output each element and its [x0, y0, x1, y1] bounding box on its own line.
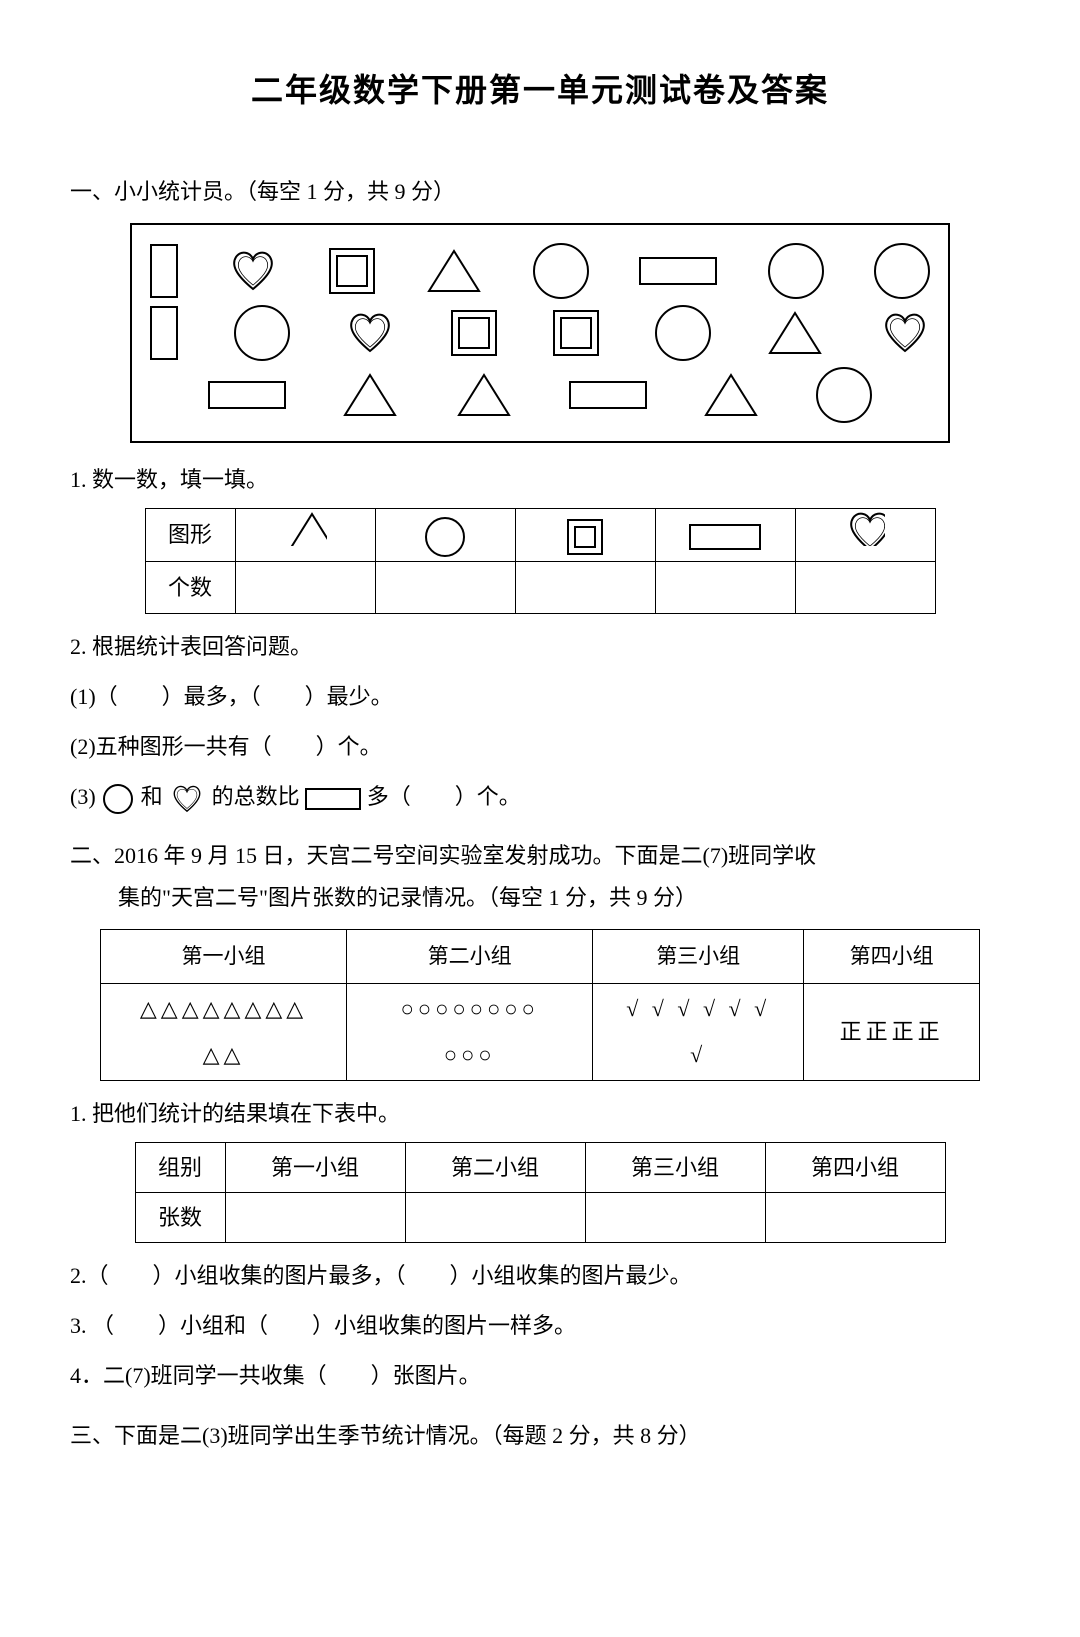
tally-table: 第一小组 第二小组 第三小组 第四小组 △△△△△△△△△△ ○○○○○○○○○… — [100, 929, 980, 1081]
section-3-heading: 三、下面是二(3)班同学出生季节统计情况。（每题 2 分，共 8 分） — [70, 1415, 1010, 1457]
triangle-icon — [425, 247, 483, 295]
heart-icon — [170, 784, 204, 814]
triangle-icon — [766, 309, 824, 357]
circle-icon — [103, 784, 133, 814]
q2-3: 3. （ ）小组和（ ）小组收集的图片一样多。 — [70, 1305, 1010, 1347]
tally-cell: △△△△△△△△△△ — [101, 983, 347, 1080]
q2-4: 4．二(7)班同学一共收集（ ）张图片。 — [70, 1355, 1010, 1397]
text: 二、2016 年 9 月 15 日，天宫二号空间实验室发射成功。下面是二(7)班… — [70, 843, 816, 868]
table-header: 图形 — [145, 509, 235, 562]
triangle-icon — [455, 371, 513, 419]
table-header: 个数 — [145, 562, 235, 614]
result-table: 组别 第一小组 第二小组 第三小组 第四小组 张数 — [135, 1142, 946, 1243]
rectangle-icon — [150, 244, 178, 298]
q1-1: 1. 数一数，填一填。 — [70, 459, 1010, 501]
section-1-heading: 一、小小统计员。（每空 1 分，共 9 分） — [70, 171, 1010, 213]
rectangle-icon — [305, 788, 361, 810]
heart-icon — [345, 311, 395, 355]
rectangle-icon — [150, 306, 178, 360]
q2-2: 2.（ ）小组收集的图片最多，（ ）小组收集的图片最少。 — [70, 1255, 1010, 1297]
blank-cell[interactable] — [655, 562, 795, 614]
table-cell — [795, 509, 935, 562]
blank-cell[interactable] — [515, 562, 655, 614]
shapes-box — [130, 223, 950, 443]
table-cell — [655, 509, 795, 562]
blank-cell[interactable] — [225, 1193, 405, 1243]
table-header: 组别 — [135, 1143, 225, 1193]
blank-cell[interactable] — [235, 562, 375, 614]
text: 集的"天宫二号"图片张数的记录情况。（每空 1 分，共 9 分） — [70, 885, 697, 910]
circle-icon — [768, 243, 824, 299]
shapes-count-table: 图形 个数 — [145, 508, 936, 614]
square-icon — [329, 248, 375, 294]
table-cell: 第一小组 — [225, 1143, 405, 1193]
circle-icon — [234, 305, 290, 361]
q1-2: 2. 根据统计表回答问题。 — [70, 626, 1010, 668]
heart-icon — [880, 311, 930, 355]
q1-2-2: (2)五种图形一共有（ ）个。 — [70, 726, 1010, 768]
table-header: 第三小组 — [593, 929, 804, 983]
q1-2-1: (1)（ ）最多，（ ）最少。 — [70, 676, 1010, 718]
blank-cell[interactable] — [405, 1193, 585, 1243]
circle-icon — [655, 305, 711, 361]
table-header: 第二小组 — [347, 929, 593, 983]
table-cell — [375, 509, 515, 562]
tally-cell: ○○○○○○○○○○○ — [347, 983, 593, 1080]
text: 和 — [141, 784, 163, 809]
square-icon — [451, 310, 497, 356]
table-cell — [515, 509, 655, 562]
blank-cell[interactable] — [585, 1193, 765, 1243]
blank-cell[interactable] — [795, 562, 935, 614]
page-title: 二年级数学下册第一单元测试卷及答案 — [70, 60, 1010, 121]
circle-icon — [816, 367, 872, 423]
q2-1: 1. 把他们统计的结果填在下表中。 — [70, 1093, 1010, 1135]
text: (3) — [70, 784, 96, 809]
table-header: 第四小组 — [804, 929, 980, 983]
rectangle-icon — [639, 257, 717, 285]
blank-cell[interactable] — [765, 1193, 945, 1243]
table-cell: 第四小组 — [765, 1143, 945, 1193]
rectangle-icon — [569, 381, 647, 409]
blank-cell[interactable] — [375, 562, 515, 614]
table-cell: 第三小组 — [585, 1143, 765, 1193]
text: 的总数比 — [212, 784, 300, 809]
tally-cell: √ √ √ √ √ √√ — [593, 983, 804, 1080]
circle-icon — [533, 243, 589, 299]
circle-icon — [874, 243, 930, 299]
triangle-icon — [702, 371, 760, 419]
square-icon — [553, 310, 599, 356]
text: 多（ ）个。 — [367, 784, 521, 809]
table-header: 张数 — [135, 1193, 225, 1243]
table-header: 第一小组 — [101, 929, 347, 983]
table-cell — [235, 509, 375, 562]
table-cell: 第二小组 — [405, 1143, 585, 1193]
rectangle-icon — [208, 381, 286, 409]
tally-cell: 正正正正 — [804, 983, 980, 1080]
heart-icon — [228, 249, 278, 293]
triangle-icon — [341, 371, 399, 419]
section-2-heading: 二、2016 年 9 月 15 日，天宫二号空间实验室发射成功。下面是二(7)班… — [70, 835, 1010, 919]
q1-2-3: (3) 和 的总数比 多（ ）个。 — [70, 776, 1010, 818]
